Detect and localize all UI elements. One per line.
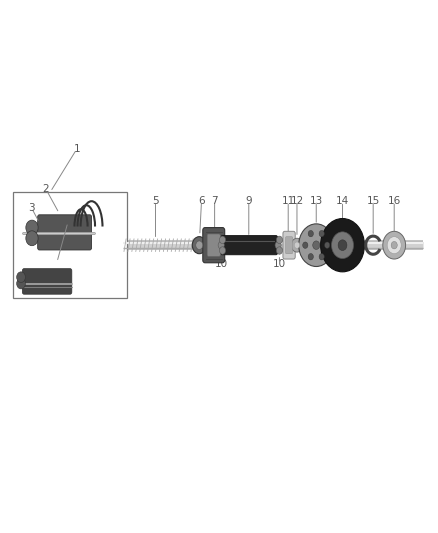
FancyBboxPatch shape xyxy=(38,215,92,250)
Text: 2: 2 xyxy=(42,184,49,194)
Circle shape xyxy=(291,238,303,252)
Circle shape xyxy=(196,241,203,249)
Circle shape xyxy=(218,241,224,249)
Circle shape xyxy=(275,241,281,249)
Circle shape xyxy=(338,240,347,251)
Circle shape xyxy=(219,247,226,254)
FancyBboxPatch shape xyxy=(207,234,220,256)
Circle shape xyxy=(276,247,283,254)
FancyBboxPatch shape xyxy=(286,237,293,254)
Circle shape xyxy=(17,278,25,289)
Circle shape xyxy=(219,236,226,244)
Circle shape xyxy=(26,220,38,235)
FancyBboxPatch shape xyxy=(221,236,278,255)
Circle shape xyxy=(308,230,314,237)
Bar xyxy=(13,192,127,298)
FancyBboxPatch shape xyxy=(22,269,72,294)
Circle shape xyxy=(332,232,353,259)
Circle shape xyxy=(308,254,314,260)
Circle shape xyxy=(387,237,401,254)
Circle shape xyxy=(303,242,308,248)
Circle shape xyxy=(294,242,300,248)
Circle shape xyxy=(383,231,406,259)
FancyBboxPatch shape xyxy=(283,231,295,259)
Circle shape xyxy=(391,241,397,249)
Text: 5: 5 xyxy=(152,197,159,206)
Circle shape xyxy=(321,219,364,272)
Text: 3: 3 xyxy=(28,203,35,213)
Text: 10: 10 xyxy=(215,259,228,269)
Circle shape xyxy=(319,230,324,237)
Text: 11: 11 xyxy=(282,197,295,206)
Text: 9: 9 xyxy=(245,197,252,206)
Circle shape xyxy=(192,237,206,254)
FancyBboxPatch shape xyxy=(203,228,225,263)
Text: 15: 15 xyxy=(367,197,380,206)
Text: 12: 12 xyxy=(290,197,304,206)
Text: 14: 14 xyxy=(336,197,349,206)
Circle shape xyxy=(325,242,330,248)
Circle shape xyxy=(26,231,38,246)
Circle shape xyxy=(319,254,324,260)
Text: 13: 13 xyxy=(310,197,323,206)
Text: 7: 7 xyxy=(211,197,218,206)
Text: 1: 1 xyxy=(73,144,80,154)
Text: 6: 6 xyxy=(198,197,205,206)
Text: 4: 4 xyxy=(64,217,71,227)
Text: 16: 16 xyxy=(388,197,401,206)
Circle shape xyxy=(299,224,334,266)
Text: 10: 10 xyxy=(273,259,286,269)
Circle shape xyxy=(17,272,25,282)
Circle shape xyxy=(276,236,283,244)
Circle shape xyxy=(313,241,320,249)
